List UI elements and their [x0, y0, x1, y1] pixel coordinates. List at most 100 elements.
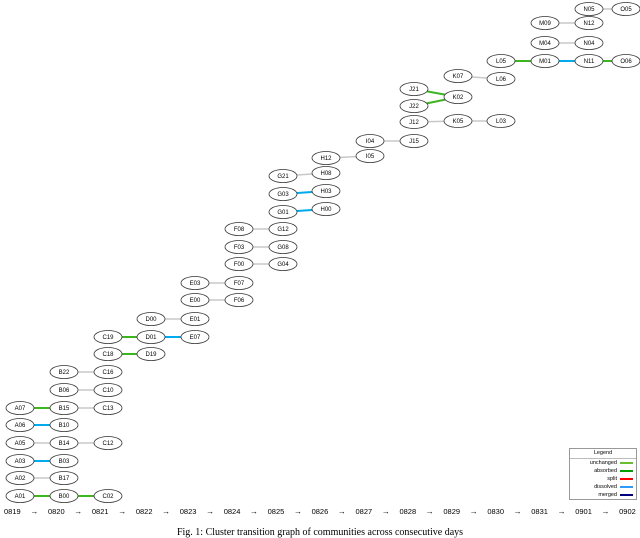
graph-node: O06 [611, 54, 640, 68]
timeline-label: 0901 [575, 507, 592, 517]
graph-node-label: J15 [409, 139, 419, 145]
graph-node-label: D00 [145, 317, 157, 323]
graph-node: B10 [49, 418, 79, 432]
graph-node-ellipse [224, 276, 254, 290]
legend: Legend unchanged absorbed split dissolved me… [569, 448, 637, 500]
graph-node-label: B06 [59, 388, 70, 394]
graph-node: F08 [224, 222, 254, 236]
timeline-arrow-icon: → [250, 507, 258, 516]
timeline-arrow-icon: → [206, 507, 215, 516]
graph-node: N12 [574, 16, 604, 30]
graph-node-ellipse [530, 54, 560, 68]
graph-node-ellipse [136, 330, 166, 344]
graph-node-label: E03 [190, 281, 201, 287]
graph-node-ellipse [399, 115, 429, 129]
graph-node-ellipse [268, 169, 298, 183]
graph-node: A02 [5, 471, 35, 485]
graph-node-label: G01 [277, 210, 289, 216]
legend-item-label: absorbed [594, 468, 617, 474]
graph-node-ellipse [399, 82, 429, 96]
graph-node-ellipse [49, 383, 79, 397]
graph-node-label: E07 [190, 335, 201, 341]
graph-node: G21 [268, 169, 298, 183]
graph-node-label: K02 [453, 95, 464, 101]
timeline-arrow-icon: → [469, 507, 478, 516]
graph-node-label: L06 [496, 77, 507, 83]
graph-node-ellipse [611, 2, 640, 16]
graph-node: F03 [224, 240, 254, 254]
graph-node-ellipse [49, 454, 79, 468]
legend-title: Legend [570, 449, 636, 459]
graph-node-ellipse [224, 257, 254, 271]
graph-node: L05 [486, 54, 516, 68]
graph-node-ellipse [180, 330, 210, 344]
legend-item: absorbed [570, 467, 636, 475]
graph-node-label: B22 [59, 370, 70, 376]
graph-node-ellipse [443, 114, 473, 128]
graph-node: B22 [49, 365, 79, 379]
graph-node: G01 [268, 205, 298, 219]
legend-item-label: dissolved [594, 484, 617, 490]
graph-node-ellipse [355, 134, 385, 148]
graph-node-ellipse [399, 134, 429, 148]
graph-node-label: C18 [102, 352, 114, 358]
graph-node-ellipse [49, 489, 79, 503]
timeline-label: 0821 [91, 507, 109, 517]
graph-node-label: D01 [145, 335, 157, 341]
graph-node-ellipse [311, 166, 341, 180]
graph-node-label: H12 [320, 156, 332, 162]
graph-node-label: L05 [496, 59, 507, 65]
graph-node: K02 [443, 90, 473, 104]
graph-node-ellipse [5, 489, 35, 503]
graph-node-ellipse [49, 401, 79, 415]
graph-node: K05 [443, 114, 473, 128]
graph-node-label: A01 [15, 494, 26, 500]
graph-node-label: G04 [277, 262, 289, 268]
graph-node-ellipse [49, 471, 79, 485]
graph-node-label: D19 [145, 352, 157, 358]
graph-node-label: H00 [320, 207, 332, 213]
graph-node-ellipse [49, 418, 79, 432]
graph-node-label: F03 [234, 245, 245, 251]
graph-node-ellipse [224, 222, 254, 236]
graph-node-ellipse [136, 312, 166, 326]
graph-node-label: M04 [539, 41, 551, 47]
graph-node-ellipse [574, 54, 604, 68]
legend-color-line [620, 470, 633, 472]
graph-node: N11 [574, 54, 604, 68]
graph-node: L06 [486, 72, 516, 86]
graph-node: B17 [49, 471, 79, 485]
graph-node: C12 [93, 436, 123, 450]
graph-node-ellipse [5, 436, 35, 450]
graph-node: M01 [530, 54, 560, 68]
graph-node-ellipse [180, 276, 210, 290]
graph-node: O05 [611, 2, 640, 16]
timeline-label: 0822 [135, 507, 153, 517]
graph-node: A05 [5, 436, 35, 450]
graph-node: A06 [5, 418, 35, 432]
graph-node-label: H08 [320, 171, 332, 177]
legend-item-label: split [607, 476, 617, 482]
graph-node: E00 [180, 293, 210, 307]
graph-node-ellipse [224, 240, 254, 254]
cluster-transition-graph: A07 A06 A05 A03 A02 A01 B22 B06 B15 B10 B14 B03 B17 B… [5, 2, 640, 503]
graph-node-ellipse [268, 222, 298, 236]
graph-node-ellipse [93, 401, 123, 415]
timeline-label: 0825 [267, 507, 285, 517]
graph-node: B00 [49, 489, 79, 503]
graph-node: B06 [49, 383, 79, 397]
graph-node: J12 [399, 115, 429, 129]
graph-node-ellipse [180, 293, 210, 307]
graph-node-label: G08 [277, 245, 289, 251]
graph-node-label: F07 [234, 281, 245, 287]
graph-node: J15 [399, 134, 429, 148]
graph-node: I05 [355, 149, 385, 163]
graph-node-label: N05 [583, 7, 595, 13]
graph-node: H00 [311, 202, 341, 216]
graph-node-label: C13 [102, 406, 114, 412]
graph-node-label: B14 [59, 441, 70, 447]
legend-color-line [620, 494, 633, 496]
graph-node: G04 [268, 257, 298, 271]
graph-node-label: K07 [453, 74, 464, 80]
graph-node-ellipse [486, 72, 516, 86]
